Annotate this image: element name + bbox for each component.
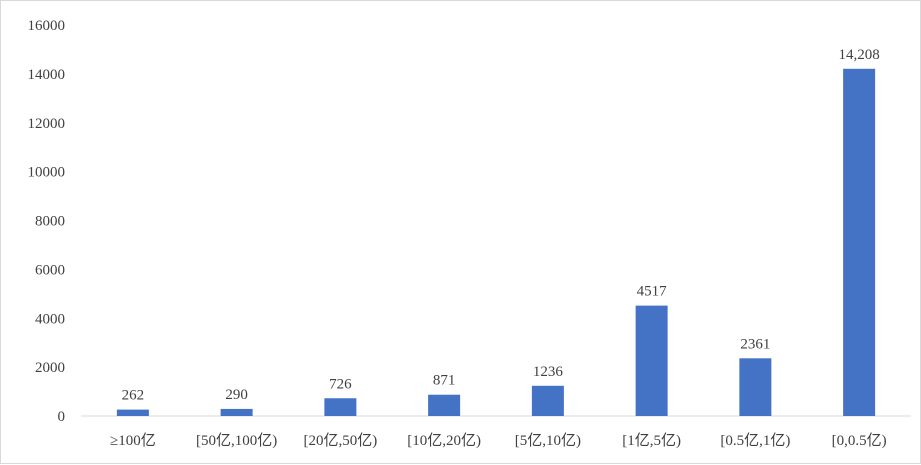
y-tick-label: 10000	[28, 165, 66, 181]
y-tick-label: 8000	[35, 214, 65, 230]
data-labels: 262 290 726 871 1236 4517 2361 14,208	[122, 47, 880, 404]
x-category-label: [5亿,10亿)	[515, 432, 581, 449]
bar-value-label: 871	[433, 373, 456, 389]
y-tick-label: 6000	[35, 262, 65, 278]
bar	[843, 68, 876, 417]
bar-value-label: 262	[122, 388, 145, 404]
bar-value-label: 726	[329, 376, 352, 392]
bar	[428, 394, 461, 416]
y-tick-label: 4000	[35, 311, 65, 327]
bar	[324, 398, 357, 416]
bar-value-label: 1236	[533, 364, 564, 380]
x-category-label: [1亿,5亿)	[622, 432, 681, 449]
x-category-label: [10亿,20亿)	[407, 432, 481, 449]
y-tick-label: 2000	[35, 360, 65, 376]
bar-value-label: 14,208	[839, 47, 880, 63]
bar	[531, 385, 564, 416]
y-tick-label: 14000	[28, 67, 66, 83]
bar	[635, 305, 668, 416]
y-tick-label: 0	[58, 409, 66, 425]
bar	[220, 408, 253, 416]
y-tick-label: 16000	[28, 18, 66, 34]
x-category-label: [20亿,50亿)	[304, 432, 378, 449]
x-category-label: ≥100亿	[110, 432, 156, 449]
x-category-label: [0,0.5亿)	[832, 432, 887, 449]
bar	[116, 409, 149, 416]
x-category-label: [50亿,100亿)	[196, 432, 277, 449]
y-tick-label: 12000	[28, 116, 66, 132]
bar-value-label: 290	[225, 387, 248, 403]
x-category-label: [0.5亿,1亿)	[720, 432, 790, 449]
bar-value-label: 4517	[637, 284, 668, 300]
bar	[739, 358, 772, 416]
y-axis-ticks: 0 2000 4000 6000 8000 10000 12000 14000 16000	[28, 18, 66, 425]
x-axis-categories: ≥100亿 [50亿,100亿) [20亿,50亿) [10亿,20亿) [5亿,10亿…	[110, 432, 887, 449]
bar-value-label: 2361	[740, 336, 770, 352]
bars	[116, 68, 876, 417]
